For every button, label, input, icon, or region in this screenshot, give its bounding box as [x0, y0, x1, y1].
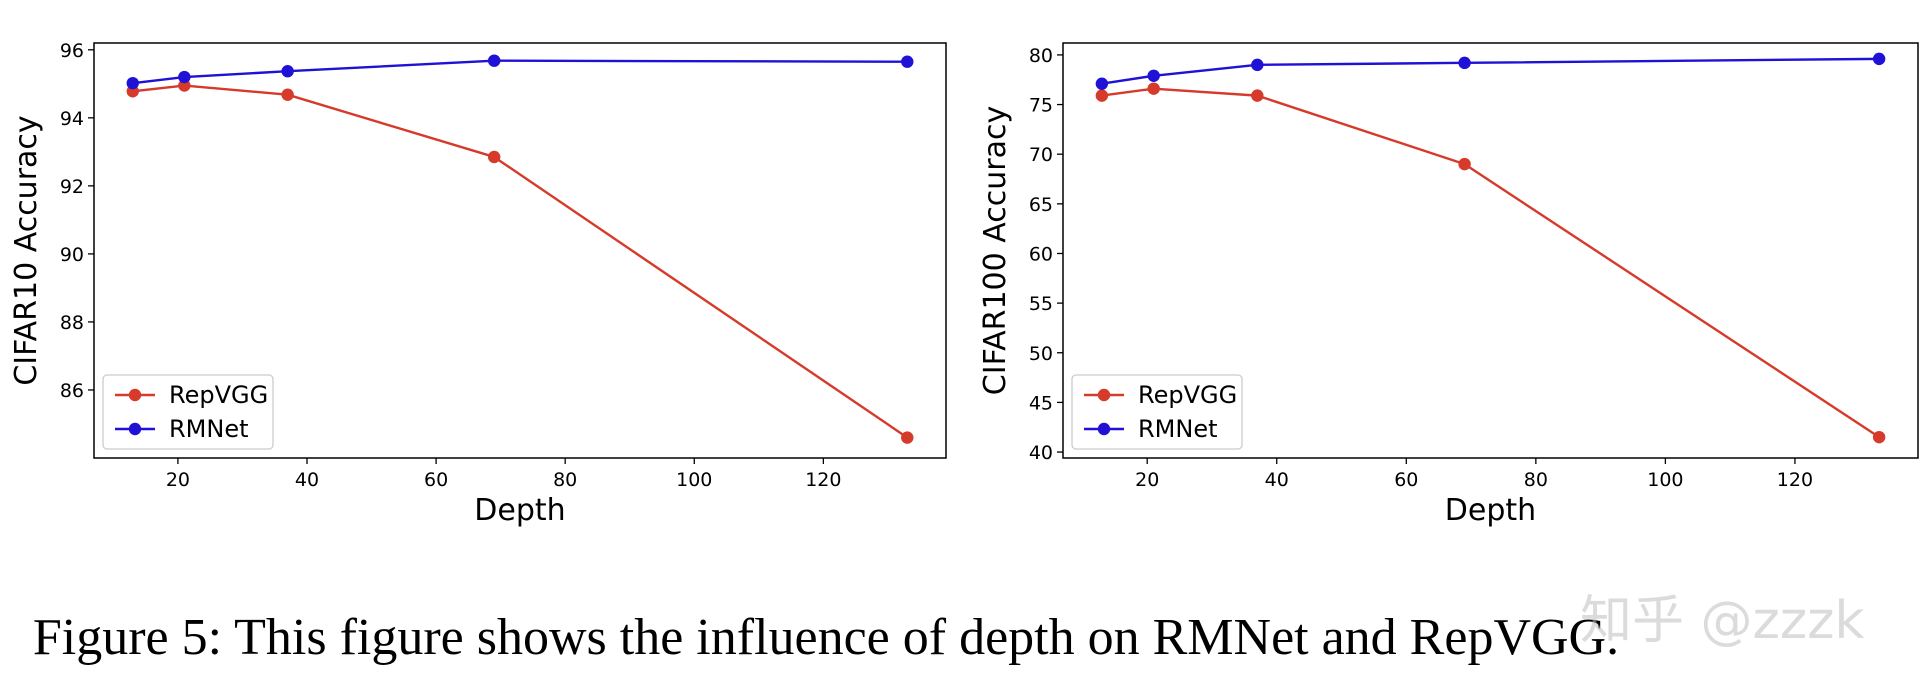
data-point-rmnet	[1458, 56, 1471, 70]
x-tick-label: 20	[166, 469, 190, 491]
legend-box	[1071, 374, 1243, 450]
y-axis-label: CIFAR10 Accuracy	[9, 115, 44, 385]
chart-cifar10: 20 40 60 80 100 120 86 88 90 92 94 96 Depth CIFAR10 A…	[9, 40, 947, 528]
y-tick-label: 90	[60, 244, 84, 266]
data-point-repvgg	[1251, 89, 1264, 102]
y-tick-label: 50	[1029, 343, 1053, 365]
x-tick-label: 100	[1647, 469, 1683, 491]
data-point-repvgg	[487, 150, 501, 164]
y-tick-label: 40	[1029, 442, 1053, 464]
data-point-repvgg	[1147, 82, 1160, 95]
x-tick-label: 80	[1524, 469, 1548, 491]
data-point-repvgg	[901, 431, 914, 444]
data-point-rmnet	[901, 55, 914, 68]
data-point-rmnet	[281, 65, 294, 78]
data-point-rmnet	[126, 76, 139, 90]
legend-box	[102, 374, 274, 450]
data-point-rmnet	[1872, 52, 1886, 66]
x-tick-label: 120	[1777, 469, 1813, 491]
y-tick-label: 92	[60, 176, 84, 198]
y-tick-label: 55	[1029, 293, 1053, 315]
legend-label-rmnet: RMNet	[169, 415, 249, 443]
legend-marker-rmnet	[128, 422, 142, 436]
plot-frame	[1062, 42, 1919, 459]
data-point-rmnet	[1095, 77, 1109, 90]
data-point-rmnet	[487, 54, 501, 67]
y-tick-label: 75	[1029, 95, 1053, 117]
y-axis-label: CIFAR100 Accuracy	[978, 106, 1013, 395]
y-tick-label: 60	[1029, 243, 1053, 265]
x-axis-label: Depth	[1445, 493, 1536, 528]
y-tick-label: 94	[60, 108, 84, 130]
y-tick-label: 88	[60, 312, 84, 334]
data-point-rmnet	[178, 70, 191, 84]
series-line-rmnet	[1101, 57, 1880, 85]
legend-label-rmnet: RMNet	[1138, 415, 1218, 443]
y-tick-label: 80	[1029, 45, 1053, 67]
caption-text: Figure 5: This figure shows the influenc…	[32, 609, 1620, 666]
legend-marker-rmnet	[1097, 422, 1111, 436]
series-line-rmnet	[132, 59, 908, 85]
x-tick-label: 120	[805, 469, 841, 491]
data-point-repvgg	[178, 79, 191, 92]
y-tick-label: 65	[1029, 194, 1053, 216]
legend-marker-repvgg	[1097, 388, 1111, 402]
data-point-repvgg	[281, 88, 294, 101]
y-tick-label: 96	[60, 40, 84, 62]
x-tick-label: 40	[1265, 469, 1289, 491]
x-axis-label: Depth	[474, 493, 565, 528]
legend-marker-repvgg	[128, 388, 142, 402]
x-tick-label: 100	[676, 469, 712, 491]
data-point-rmnet	[1251, 58, 1264, 72]
data-point-repvgg	[1458, 157, 1471, 171]
chart-cifar100: 20 40 60 80 100 120404550556065707580DepthCIF…	[978, 42, 1919, 528]
x-tick-label: 40	[295, 469, 319, 491]
data-point-repvgg	[1872, 430, 1886, 444]
figure-caption: Figure 5: This figure shows the influenc…	[0, 612, 1932, 664]
x-tick-label: 60	[1394, 469, 1418, 491]
legend-label-repvgg: RepVGG	[1138, 381, 1237, 409]
y-tick-label: 70	[1029, 144, 1053, 166]
x-tick-label: 80	[553, 469, 577, 491]
legend-label-repvgg: RepVGG	[169, 381, 268, 409]
x-tick-label: 20	[1135, 469, 1159, 491]
watermark: 知乎 @zzzk	[1580, 591, 1865, 651]
figure-charts: 20 40 60 80 100 120 86 88 90 92 94 96 Depth CIFAR10 A…	[9, 40, 1919, 528]
x-tick-label: 60	[424, 469, 448, 491]
y-tick-label: 45	[1029, 392, 1053, 414]
data-point-rmnet	[1147, 69, 1160, 82]
y-tick-label: 86	[60, 380, 84, 402]
data-point-repvgg	[1095, 89, 1109, 102]
plot-frame	[93, 42, 947, 459]
